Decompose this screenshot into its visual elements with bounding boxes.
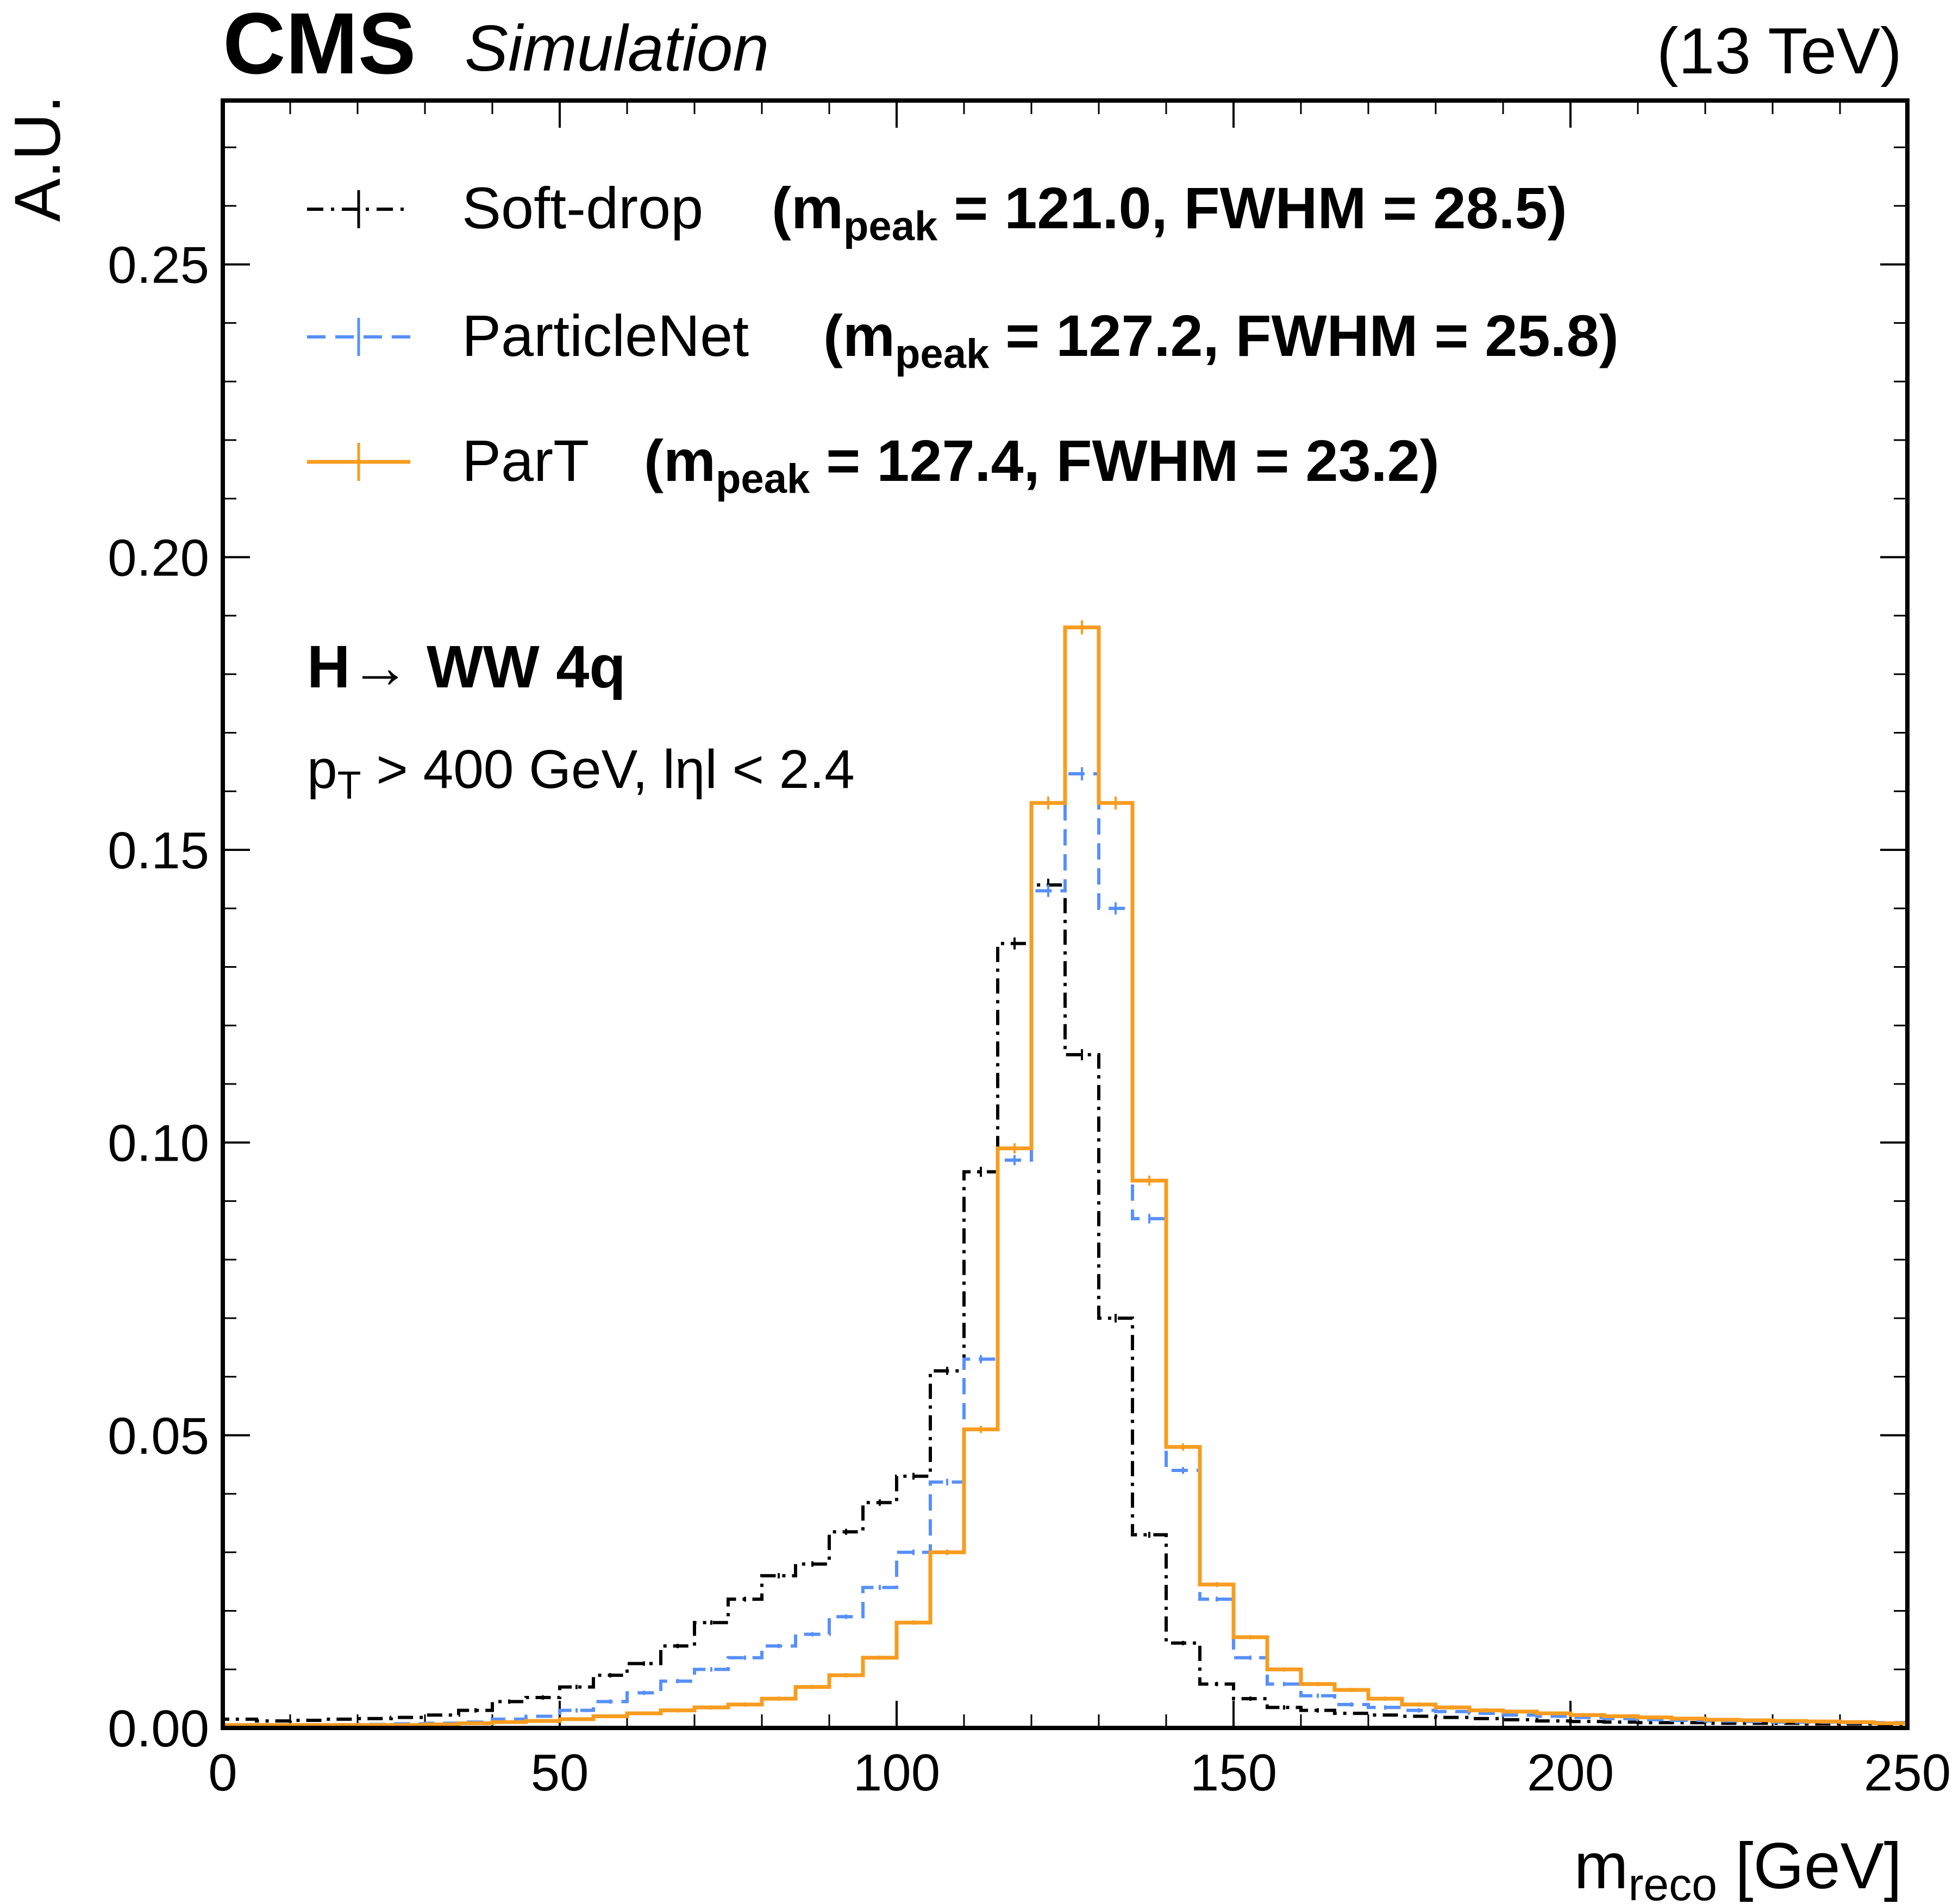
y-tick-label: 0.00 [108, 1700, 209, 1758]
legend-entry-softdrop: Soft-drop (mpeak = 121.0, FWHM = 28.5) [307, 175, 1567, 249]
legend-entry-part: ParT (mpeak = 127.4, FWHM = 23.2) [307, 428, 1439, 502]
x-tick-label: 0 [208, 1744, 237, 1802]
series-lines [221, 620, 1910, 1728]
y-tick-label: 0.10 [108, 1114, 209, 1173]
y-tick-label: 0.05 [108, 1407, 209, 1465]
y-tick-label: 0.20 [108, 529, 209, 587]
x-tick-label: 100 [853, 1744, 940, 1802]
axis-ticks: 0 50 100 150 200 250 0.00 0.05 0.10 0.15 0.20 0.25 [108, 101, 1951, 1802]
cuts-annotation: pT > 400 GeV, lηl < 2.4 [307, 739, 855, 807]
series-line-particlenet [221, 772, 1909, 1728]
y-tick-label: 0.15 [108, 822, 209, 880]
x-tick-label: 50 [531, 1744, 589, 1802]
series-line-softdrop [221, 883, 1909, 1728]
x-tick-label: 250 [1864, 1744, 1951, 1802]
simulation-label: Simulation [465, 12, 769, 85]
plot-frame [221, 98, 1910, 1730]
energy-label: (13 TeV) [1657, 15, 1902, 87]
legend-label-softdrop: Soft-drop [462, 175, 703, 241]
legend: Soft-drop (mpeak = 121.0, FWHM = 28.5) P… [307, 175, 1619, 502]
legend-stats-softdrop: (mpeak = 121.0, FWHM = 28.5) [772, 175, 1567, 249]
legend-stats-part: (mpeak = 127.4, FWHM = 23.2) [644, 428, 1439, 502]
x-axis-label: mreco [GeV] [1574, 1830, 1902, 1904]
y-axis-label: A.U. [1, 95, 74, 222]
process-annotation: H→ WW 4q [307, 634, 626, 700]
experiment-label: CMS [223, 0, 416, 92]
series-line-part [221, 625, 1910, 1728]
legend-stats-particlenet: (mpeak = 127.2, FWHM = 25.8) [823, 303, 1619, 377]
legend-label-part: ParT [462, 428, 589, 493]
x-tick-label: 200 [1527, 1744, 1614, 1802]
legend-entry-particlenet: ParticleNet (mpeak = 127.2, FWHM = 25.8) [307, 303, 1619, 377]
legend-label-particlenet: ParticleNet [462, 303, 749, 368]
y-tick-label: 0.25 [108, 236, 209, 295]
x-tick-label: 150 [1190, 1744, 1277, 1802]
